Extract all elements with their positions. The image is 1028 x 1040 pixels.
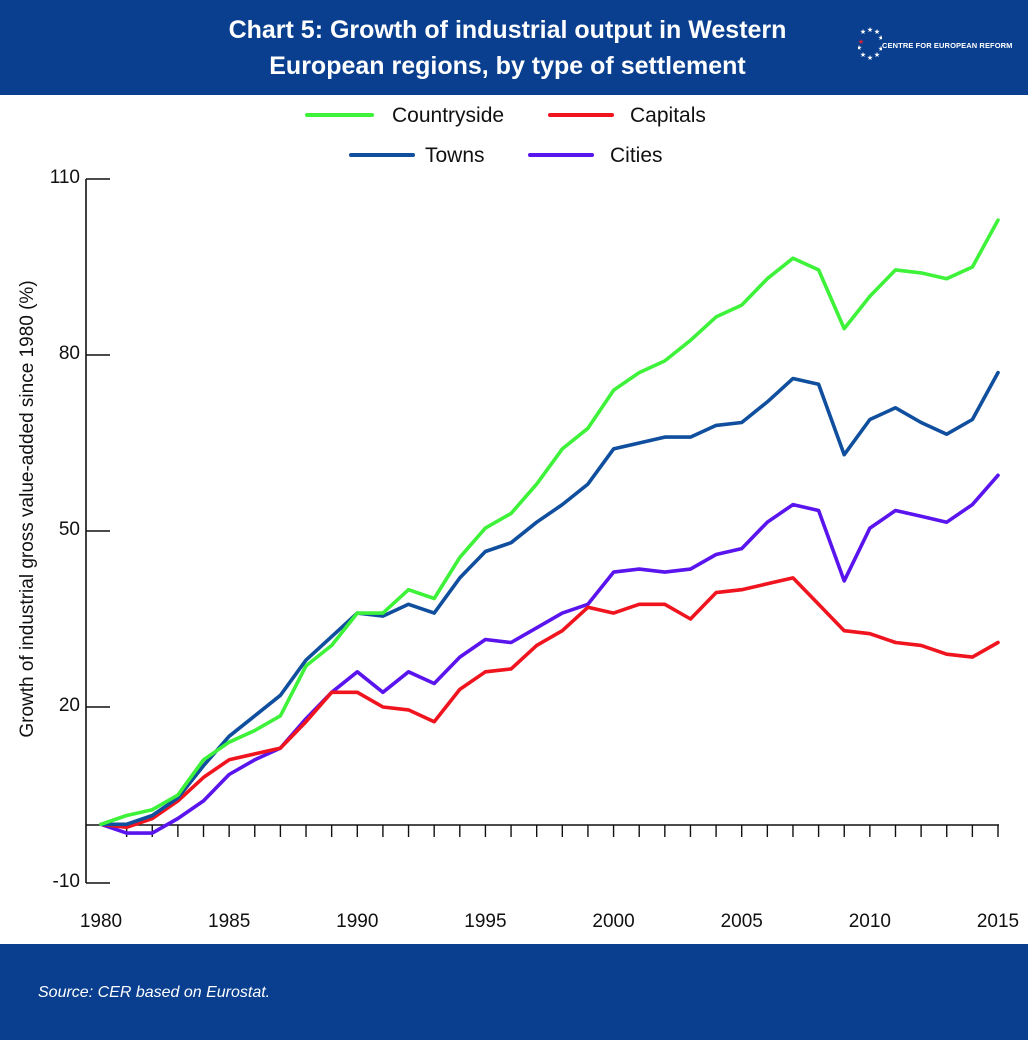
chart-title: Chart 5: Growth of industrial output in … [150, 12, 865, 84]
y-axis-label: Growth of industrial gross value-added s… [17, 280, 38, 737]
svg-text:★: ★ [867, 26, 873, 34]
series-lines [99, 218, 1000, 835]
x-tick-label: 1980 [80, 911, 122, 932]
series-line-capitals [99, 576, 1000, 830]
x-tick-label: 2010 [849, 911, 891, 932]
x-tick-label: 2005 [721, 911, 763, 932]
x-axis: 1980 1985 1990 1995 2000 2005 2010 2015 [80, 824, 1019, 932]
svg-text:★: ★ [867, 54, 873, 62]
chart-title-line-2: European regions, by type of settlement [269, 52, 746, 80]
legend-label: Countryside [392, 104, 504, 127]
chart-title-line-1: Chart 5: Growth of industrial output in … [228, 16, 787, 44]
svg-text:★: ★ [860, 28, 866, 36]
x-tick-label: 1990 [336, 911, 378, 932]
series-line-towns [99, 370, 1000, 827]
svg-text:★: ★ [874, 28, 880, 36]
y-axis: -10 20 50 80 110 [50, 167, 110, 892]
x-tick-label: 2015 [977, 911, 1019, 932]
y-tick-label: 110 [50, 167, 80, 188]
legend-label: Towns [425, 144, 485, 167]
y-tick-label: -10 [53, 871, 80, 892]
svg-text:★: ★ [878, 45, 882, 53]
legend: Countryside Capitals Towns Cities [305, 104, 706, 167]
y-tick-label: 50 [59, 519, 80, 540]
logo-text: CENTRE FOR EUROPEAN REFORM [882, 41, 1013, 50]
cer-logo: ★ ★ ★ ★ ★ ★ ★ ★ ★ ★ CENTRE FOR EUROPEAN … [858, 24, 1012, 70]
x-tick-label: 2000 [592, 911, 634, 932]
y-tick-label: 20 [59, 695, 80, 716]
series-line-cities [99, 473, 1000, 835]
legend-label: Capitals [630, 104, 706, 127]
source-note: Source: CER based on Eurostat. [38, 984, 271, 1001]
series-line-countryside [99, 218, 1000, 827]
header-banner: Chart 5: Growth of industrial output in … [0, 0, 1028, 95]
legend-item-countryside: Countryside [305, 104, 504, 127]
svg-text:★: ★ [874, 51, 880, 59]
svg-text:★: ★ [858, 38, 864, 46]
eu-stars-icon: ★ ★ ★ ★ ★ ★ ★ ★ ★ ★ [858, 26, 882, 62]
x-tick-label: 1995 [464, 911, 506, 932]
legend-item-towns: Towns [349, 144, 485, 167]
footer-banner [0, 944, 1028, 1040]
legend-label: Cities [610, 144, 663, 167]
line-chart: Countryside Capitals Towns Cities -10 20 50 80… [17, 104, 1019, 932]
y-tick-label: 80 [59, 343, 80, 364]
x-tick-label: 1985 [208, 911, 250, 932]
legend-item-cities: Cities [528, 144, 663, 167]
svg-text:★: ★ [878, 34, 882, 42]
svg-text:★: ★ [858, 44, 862, 52]
svg-text:★: ★ [860, 51, 866, 59]
legend-item-capitals: Capitals [548, 104, 706, 127]
